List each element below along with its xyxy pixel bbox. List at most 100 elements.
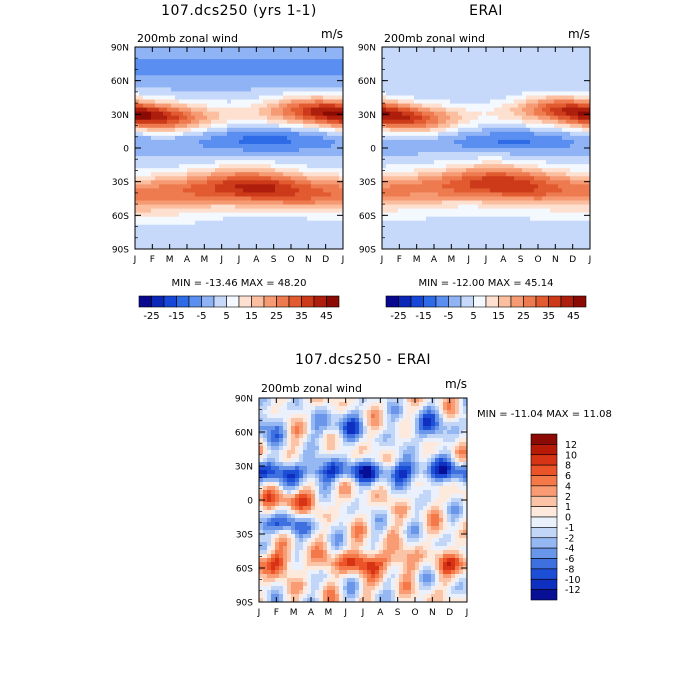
heatmap-cell	[135, 176, 140, 181]
heatmap-cell	[267, 188, 272, 194]
heatmap-cell	[255, 228, 260, 234]
heatmap-cell	[287, 95, 292, 101]
heatmap-cell	[335, 143, 340, 149]
heatmap-cell	[295, 131, 300, 137]
heatmap-cell	[299, 119, 304, 125]
colorbar-label: 15	[245, 311, 258, 322]
heatmap-cell	[446, 111, 451, 117]
heatmap-cell	[394, 103, 399, 109]
heatmap-cell	[135, 196, 140, 202]
heatmap-cell	[327, 224, 332, 230]
heatmap-cell	[574, 99, 579, 105]
heatmap-cell	[578, 131, 583, 137]
heatmap-cell	[478, 220, 483, 226]
heatmap-cell	[315, 168, 320, 173]
heatmap-cell	[398, 200, 403, 206]
heatmap-cell	[215, 148, 220, 153]
heatmap-cell	[215, 244, 220, 249]
heatmap-cell	[163, 192, 168, 198]
heatmap-cell	[514, 95, 519, 101]
heatmap-cell	[518, 148, 523, 153]
heatmap-cell	[247, 220, 252, 226]
heatmap-cell	[386, 55, 391, 60]
heatmap-cell	[199, 63, 204, 68]
heatmap-cell	[414, 51, 419, 56]
heatmap-cell	[510, 95, 515, 101]
heatmap-cell	[502, 156, 507, 161]
heatmap-cell	[554, 135, 559, 141]
heatmap-cell	[223, 119, 228, 125]
heatmap-cell	[506, 168, 511, 173]
heatmap-cell	[183, 212, 188, 218]
heatmap-cell	[207, 75, 212, 80]
heatmap-cell	[271, 176, 276, 181]
heatmap-cell	[510, 91, 515, 97]
heatmap-cell	[490, 220, 495, 226]
heatmap-cell	[163, 232, 168, 238]
heatmap-cell	[323, 228, 328, 234]
heatmap-cell	[323, 180, 328, 185]
heatmap-cell	[462, 119, 467, 125]
heatmap-cell	[438, 216, 443, 222]
heatmap-cell	[219, 204, 224, 210]
heatmap-cell	[235, 99, 240, 105]
heatmap-cell	[562, 107, 567, 113]
heatmap-cell	[171, 79, 176, 84]
heatmap-cell	[550, 152, 555, 157]
heatmap-cell	[538, 79, 543, 84]
heatmap-cell	[394, 176, 399, 181]
heatmap-cell	[199, 75, 204, 80]
heatmap-cell	[386, 200, 391, 206]
heatmap-cell	[462, 127, 467, 133]
heatmap-cell	[179, 79, 184, 84]
heatmap-cell	[227, 156, 232, 161]
heatmap-cell	[259, 67, 264, 72]
heatmap-cell	[247, 236, 252, 242]
heatmap-cell	[454, 152, 459, 157]
heatmap-cell	[147, 196, 152, 202]
heatmap-cell	[414, 131, 419, 137]
heatmap-cell	[422, 115, 427, 121]
heatmap-cell	[426, 55, 431, 60]
heatmap-cell	[490, 55, 495, 60]
heatmap-cell	[562, 71, 567, 76]
heatmap-cell	[502, 79, 507, 84]
heatmap-cell	[267, 139, 272, 145]
heatmap-cell	[251, 75, 256, 80]
heatmap-cell	[179, 188, 184, 194]
heatmap-cell	[394, 216, 399, 222]
heatmap-cell	[267, 51, 272, 56]
heatmap-cell	[470, 164, 475, 169]
heatmap-cell	[498, 168, 503, 173]
heatmap-cell	[430, 156, 435, 161]
heatmap-cell	[482, 192, 487, 198]
heatmap-cell	[179, 192, 184, 198]
heatmap-cell	[319, 119, 324, 125]
heatmap-cell	[418, 91, 423, 97]
heatmap-cell	[227, 55, 232, 60]
heatmap-cell	[175, 216, 180, 222]
heatmap-cell	[454, 196, 459, 202]
heatmap-cell	[570, 156, 575, 161]
heatmap-cell	[307, 236, 312, 242]
heatmap-cell	[554, 176, 559, 181]
heatmap-cell	[339, 188, 343, 194]
heatmap-cell	[251, 47, 256, 52]
heatmap-cell	[135, 103, 140, 109]
heatmap-cell	[442, 59, 447, 64]
heatmap-cell	[255, 71, 260, 76]
heatmap-cell	[426, 160, 431, 165]
heatmap-cell	[339, 244, 343, 249]
heatmap-cell	[187, 127, 192, 133]
heatmap-cell	[159, 123, 164, 129]
heatmap-cell	[283, 127, 288, 133]
heatmap-cell	[187, 51, 192, 56]
heatmap-cell	[458, 91, 463, 97]
heatmap-cell	[538, 103, 543, 109]
heatmap-cell	[227, 67, 232, 72]
heatmap-cell	[510, 188, 515, 194]
heatmap-cell	[191, 87, 196, 93]
heatmap-cell	[263, 204, 268, 210]
heatmap-cell	[159, 196, 164, 202]
heatmap-cell	[327, 63, 332, 68]
